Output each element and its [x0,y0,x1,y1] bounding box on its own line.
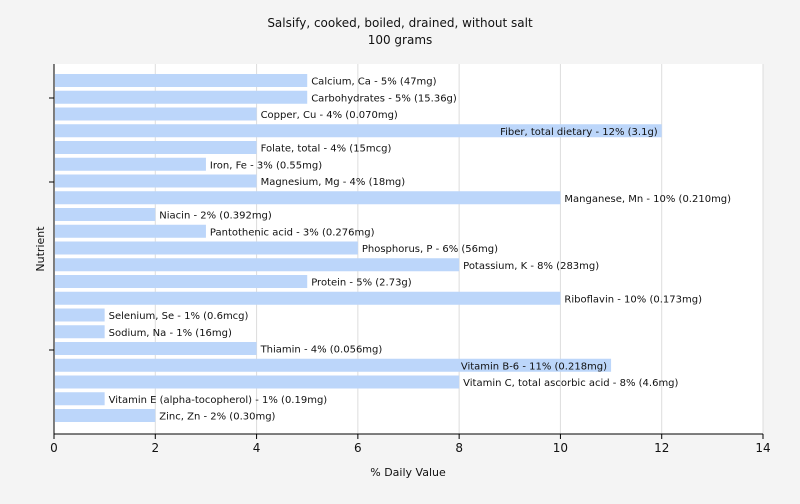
bar-label: Vitamin B-6 - 11% (0.218mg) [461,361,607,372]
bar [55,325,105,339]
bar-label: Vitamin E (alpha-tocopherol) - 1% (0.19m… [109,395,328,406]
bar [55,342,257,355]
bar [55,141,257,154]
bar [55,74,308,87]
chart-title: Salsify, cooked, boiled, drained, withou… [267,16,533,30]
bar [55,107,257,121]
data-labels: Calcium, Ca - 5% (47mg) Carbohydrates - 5… [109,77,732,423]
bar [55,358,612,372]
bar-label: Calcium, Ca - 5% (47mg) [311,77,436,88]
bar-label: Phosphorus, P - 6% (56mg) [362,244,498,255]
bar [55,208,156,221]
bar-label: Folate, total - 4% (15mcg) [261,144,392,155]
bar [55,174,257,188]
bar-label: Protein - 5% (2.73g) [311,278,412,289]
bars [55,74,662,422]
bar [55,409,156,422]
bar-label: Fiber, total dietary - 12% (3.1g) [500,127,658,138]
bar [55,124,662,138]
x-tick-label: 2 [151,441,159,455]
bar [55,157,206,171]
bar [55,275,308,288]
x-tick-label: 0 [50,441,58,455]
y-axis-label: Nutrient [34,226,47,272]
bar-label: Vitamin C, total ascorbic acid - 8% (4.6… [463,378,678,389]
bar [55,308,105,322]
bar-label: Potassium, K - 8% (283mg) [463,261,599,272]
bar-label: Carbohydrates - 5% (15.36g) [311,93,457,104]
bar [55,191,561,205]
bar-label: Pantothenic acid - 3% (0.276mg) [210,227,375,238]
bar [55,241,358,255]
bar [55,291,561,305]
bar-label: Zinc, Zn - 2% (0.30mg) [159,412,275,423]
bar [55,392,105,406]
bar-label: Thiamin - 4% (0.056mg) [260,345,383,356]
bar-label: Riboflavin - 10% (0.173mg) [564,294,702,305]
x-tick-label: 14 [755,441,770,455]
bar-label: Manganese, Mn - 10% (0.210mg) [564,194,731,205]
x-tick-label: 4 [253,441,261,455]
x-tick-label: 12 [654,441,669,455]
x-tick-label: 10 [553,441,568,455]
bar [55,375,460,389]
axes: 0 2 4 6 8 10 12 14 [49,64,771,455]
bar-label: Magnesium, Mg - 4% (18mg) [261,177,406,188]
x-tick-label: 6 [354,441,362,455]
bar-label: Sodium, Na - 1% (16mg) [109,328,232,339]
bar-label: Iron, Fe - 3% (0.55mg) [210,160,322,171]
x-tick-label: 8 [455,441,463,455]
bar [55,258,460,272]
bar [55,90,308,104]
chart-subtitle: 100 grams [368,33,433,47]
bar-label: Selenium, Se - 1% (0.6mcg) [109,311,249,322]
bar-label: Niacin - 2% (0.392mg) [159,211,272,222]
bar-label: Copper, Cu - 4% (0.070mg) [261,110,398,121]
bar [55,224,206,238]
x-axis-label: % Daily Value [370,466,446,479]
